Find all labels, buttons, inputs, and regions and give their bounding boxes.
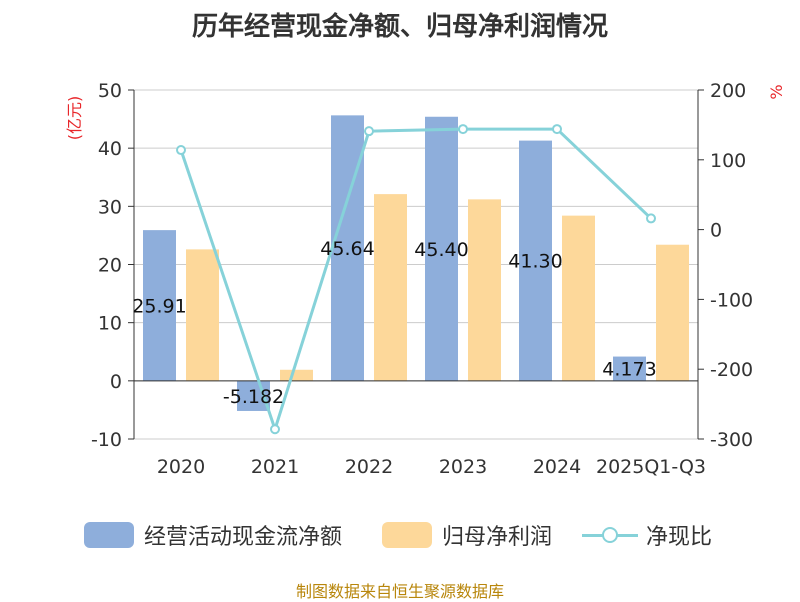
right-axis-tick-label: 0: [710, 220, 722, 242]
data-label-operating-cash-flow: 45.64: [320, 238, 374, 260]
right-axis-tick-label: 200: [710, 80, 746, 102]
left-axis-unit: (亿元): [65, 96, 84, 141]
bar-net-profit: [280, 369, 313, 381]
bar-operating-cash-flow: [425, 116, 458, 381]
left-axis-tick-label: 20: [98, 255, 122, 277]
bar-net-profit: [562, 215, 595, 381]
bar-net-profit: [656, 244, 689, 381]
bar-operating-cash-flow: [519, 140, 552, 381]
right-axis-tick-label: -300: [710, 429, 753, 451]
right-axis-tick-label: -100: [710, 289, 753, 311]
line-point-cash-ratio: [552, 124, 562, 135]
data-source-note: 制图数据来自恒生聚源数据库: [295, 582, 504, 601]
left-axis-tick-label: 50: [98, 80, 122, 102]
left-axis-tick-label: 0: [110, 371, 122, 393]
data-label-operating-cash-flow: -5.182: [223, 386, 284, 408]
line-point-cash-ratio: [364, 126, 374, 137]
left-axis-tick-label: 40: [98, 138, 122, 160]
bar-net-profit: [186, 249, 219, 381]
line-cash-ratio: [179, 127, 653, 435]
chart-legend: 经营活动现金流净额 归母净利润 净现比: [0, 515, 800, 555]
line-point-cash-ratio: [176, 145, 186, 156]
bar-operating-cash-flow: [613, 356, 646, 381]
chart-title: 历年经营现金净额、归母净利润情况: [191, 12, 608, 42]
x-axis-category-label: 2022: [345, 456, 393, 478]
line-point-cash-ratio: [458, 124, 468, 135]
bar-net-profit: [468, 199, 501, 381]
bar-operating-cash-flow: [143, 230, 176, 381]
data-label-operating-cash-flow: 4.173: [602, 359, 656, 381]
legend-label-net-profit: 归母净利润: [442, 525, 553, 550]
data-label-operating-cash-flow: 45.40: [414, 239, 468, 261]
left-axis-tick-label: 30: [98, 196, 122, 218]
legend-item-cash-ratio[interactable]: 净现比: [582, 515, 712, 555]
x-axis-category-label: 2021: [251, 456, 299, 478]
right-axis-tick-label: 100: [710, 150, 746, 172]
legend-item-net-profit[interactable]: 归母净利润: [382, 515, 552, 555]
line-point-cash-ratio: [270, 424, 280, 435]
right-axis-tick-label: -200: [710, 359, 753, 381]
x-axis-category-label: 2024: [533, 456, 581, 478]
legend-item-operating-cash-flow[interactable]: 经营活动现金流净额: [84, 515, 342, 555]
left-axis-tick-label: 10: [98, 313, 122, 335]
bar-net-profit: [374, 194, 407, 381]
x-axis-category-label: 2023: [439, 456, 487, 478]
right-axis-unit: %: [767, 84, 786, 99]
legend-line-cash-ratio: [582, 522, 638, 548]
line-point-cash-ratio: [646, 213, 656, 224]
x-axis-category-label: 2025Q1-Q3: [596, 456, 706, 478]
legend-swatch-net-profit: [382, 522, 432, 548]
legend-label-operating-cash-flow: 经营活动现金流净额: [144, 525, 343, 550]
left-axis-tick-label: -10: [91, 429, 122, 451]
data-label-operating-cash-flow: 25.91: [132, 295, 186, 317]
legend-label-cash-ratio: 净现比: [646, 525, 713, 550]
data-label-operating-cash-flow: 41.30: [508, 251, 562, 273]
x-axis-category-label: 2020: [157, 456, 205, 478]
legend-swatch-operating-cash-flow: [84, 522, 134, 548]
